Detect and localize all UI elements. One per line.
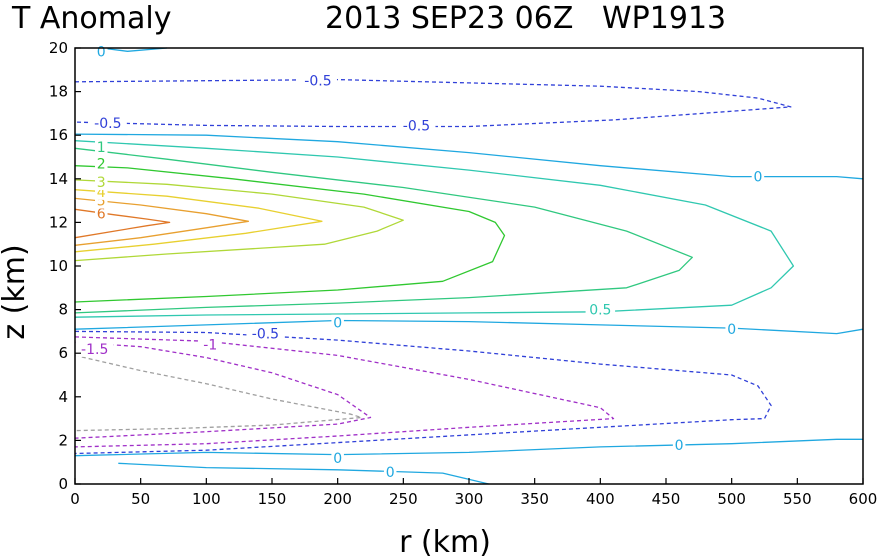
contour-label-background bbox=[88, 115, 127, 132]
contour-label-background bbox=[751, 168, 765, 185]
x-tick-label: 550 bbox=[783, 490, 812, 508]
contour-line-0 bbox=[74, 133, 864, 180]
contour-label-background bbox=[246, 325, 285, 342]
chart-title-left: T Anomaly bbox=[11, 1, 171, 36]
y-tick-label: 0 bbox=[58, 475, 68, 493]
contour-label: 6 bbox=[97, 207, 106, 223]
contour-lines bbox=[74, 47, 864, 485]
contour-label-background bbox=[95, 205, 108, 222]
x-tick-label: 150 bbox=[258, 490, 287, 508]
contour-label-background bbox=[95, 174, 108, 191]
x-axis-ticks: 0 50 100 150 200 250 300 350 400 450 500 550 600 bbox=[70, 478, 877, 508]
y-tick-label: 14 bbox=[49, 170, 68, 188]
x-tick-label: 50 bbox=[131, 490, 150, 508]
contour-label-background bbox=[397, 117, 436, 134]
contour-label-background bbox=[95, 155, 108, 172]
contour-label: 0 bbox=[727, 322, 736, 338]
contour-label: -0.5 bbox=[403, 118, 430, 134]
contour-line--0.5 bbox=[74, 330, 772, 455]
contour-label: 5 bbox=[97, 194, 106, 210]
contour-line-2 bbox=[74, 165, 506, 303]
x-tick-label: 300 bbox=[455, 490, 484, 508]
contour-label-background bbox=[725, 321, 738, 338]
contour-line-6 bbox=[74, 208, 171, 239]
x-tick-label: 450 bbox=[652, 490, 681, 508]
y-tick-label: 6 bbox=[58, 344, 68, 362]
x-tick-label: 600 bbox=[849, 490, 878, 508]
contour-label: -1 bbox=[203, 337, 217, 353]
contour-line-0 bbox=[101, 47, 167, 52]
contour-line--0.5 bbox=[74, 78, 792, 128]
contour-line--1 bbox=[74, 336, 615, 448]
contour-label-background bbox=[95, 139, 108, 156]
contour-line--1.5 bbox=[74, 341, 372, 439]
contour-line-0 bbox=[74, 319, 864, 335]
contour-label: -0.5 bbox=[304, 74, 331, 90]
contour-line-3 bbox=[74, 179, 404, 262]
contour-label: -1.5 bbox=[81, 342, 108, 358]
contour-label: 0 bbox=[675, 438, 684, 454]
y-axis-label: z (km) bbox=[0, 244, 32, 339]
y-tick-label: 8 bbox=[58, 301, 68, 319]
contour-label: 4 bbox=[97, 185, 106, 201]
contour-label: 0.5 bbox=[589, 303, 611, 319]
y-tick-label: 18 bbox=[49, 83, 68, 101]
y-tick-label: 10 bbox=[49, 257, 68, 275]
x-tick-label: 200 bbox=[323, 490, 352, 508]
x-tick-label: 100 bbox=[192, 490, 221, 508]
contour-label-background bbox=[585, 301, 616, 318]
y-tick-label: 20 bbox=[49, 39, 68, 57]
contour-line-0 bbox=[74, 438, 863, 457]
contour-line--2 bbox=[74, 354, 362, 432]
x-tick-label: 400 bbox=[586, 490, 615, 508]
contour-label: 0 bbox=[753, 170, 762, 186]
contour-label: 1 bbox=[97, 140, 106, 156]
y-tick-label: 16 bbox=[49, 126, 68, 144]
contour-label: 0 bbox=[333, 316, 342, 332]
x-axis-label: r (km) bbox=[399, 525, 491, 559]
contour-line-1 bbox=[74, 147, 693, 314]
x-tick-label: 0 bbox=[70, 490, 80, 508]
contour-label: -0.5 bbox=[94, 116, 121, 132]
contour-label: 0 bbox=[97, 44, 106, 60]
contour-label-background bbox=[383, 464, 397, 481]
contour-line-0.5 bbox=[74, 140, 795, 318]
y-tick-label: 2 bbox=[58, 431, 68, 449]
chart-title-right: 2013 SEP23 06Z WP1913 bbox=[325, 1, 726, 36]
x-tick-label: 250 bbox=[389, 490, 418, 508]
contour-label-background bbox=[331, 449, 344, 466]
contour-label: 3 bbox=[97, 175, 106, 191]
contour-label-background bbox=[298, 72, 337, 89]
y-tick-label: 4 bbox=[58, 388, 68, 406]
x-tick-label: 500 bbox=[717, 490, 746, 508]
contour-label: 0 bbox=[386, 465, 395, 481]
contour-label-background bbox=[75, 340, 114, 357]
contour-label-background bbox=[672, 436, 686, 453]
y-tick-label: 12 bbox=[49, 213, 68, 231]
x-tick-label: 350 bbox=[520, 490, 549, 508]
contour-line-0 bbox=[118, 462, 489, 485]
contour-label: 2 bbox=[97, 157, 106, 173]
contour-line-4 bbox=[74, 189, 323, 253]
contour-label-background bbox=[331, 314, 344, 331]
contour-line-5 bbox=[74, 197, 250, 246]
y-axis-ticks: 0 2 4 6 8 10 12 14 16 18 20 bbox=[49, 39, 81, 493]
contour-label: 0 bbox=[333, 451, 342, 467]
contour-label-background bbox=[199, 336, 221, 353]
contour-label: -0.5 bbox=[252, 327, 279, 343]
